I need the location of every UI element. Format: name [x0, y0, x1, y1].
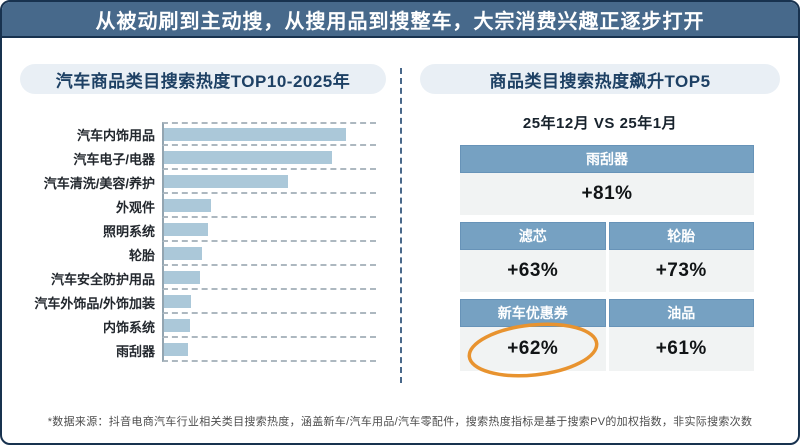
- top5-row: 滤芯 轮胎 +63% +73%: [460, 222, 754, 292]
- chart-row: 汽车安全防护用品: [20, 266, 376, 290]
- chart-row: 汽车电子/电器: [20, 146, 376, 170]
- chart-category-label: 汽车内饰用品: [76, 127, 155, 143]
- chart-category-label: 照明系统: [102, 223, 155, 239]
- chart-bar-cell: [162, 314, 376, 338]
- chart-bar-cell: [162, 146, 376, 170]
- chart-bar: [164, 294, 192, 308]
- chart-row: 照明系统: [20, 218, 376, 242]
- chart-row: 汽车外饰品/外饰加装: [20, 290, 376, 314]
- top5-row: 新车优惠券 油品 +62% +61%: [460, 299, 754, 378]
- chart-bar: [164, 174, 288, 188]
- chart-bar-cell: [162, 194, 376, 218]
- chart-bar: [164, 270, 201, 284]
- chart-bar-cell: [162, 242, 376, 266]
- chart-category-label: 汽车安全防护用品: [50, 271, 155, 287]
- top5-value-cell: +73%: [608, 250, 754, 292]
- chart-row: 汽车清洗/美容/养护: [20, 170, 376, 194]
- chart-row: 汽车内饰用品: [20, 122, 376, 146]
- chart-category-label: 汽车电子/电器: [73, 151, 155, 167]
- chart-bar-cell: [162, 218, 376, 242]
- top10-bar-chart: 汽车内饰用品 汽车电子/电器汽车清洗/美容/养护外观件照明系统轮胎汽车安全防护用品…: [20, 122, 376, 362]
- chart-bar: [164, 222, 208, 236]
- chart-bar-cell: [162, 338, 376, 362]
- chart-bar: [164, 198, 212, 212]
- chart-category-label: 轮胎: [128, 247, 155, 263]
- chart-bar-cell: [162, 170, 376, 194]
- chart-bar: [164, 318, 190, 332]
- top5-header-row: 新车优惠券 油品: [460, 299, 754, 327]
- left-panel-title-text: 汽车商品类目搜索热度TOP10-2025年: [55, 71, 351, 91]
- panel-divider: [400, 68, 402, 383]
- chart-bar-cell: [162, 266, 376, 290]
- chart-row: 内饰系统: [20, 314, 376, 338]
- top5-category-cell: 油品: [608, 299, 754, 327]
- top5-value-row: +81%: [460, 173, 754, 215]
- top5-category-cell: 轮胎: [608, 222, 754, 250]
- right-panel: 商品类目搜索热度飙升TOP5 25年12月 VS 25年1月 雨刮器 +81% 滤芯…: [402, 64, 798, 407]
- chart-category-label: 外观件: [115, 199, 155, 215]
- top5-value-row: +62% +61%: [460, 322, 754, 378]
- chart-bar-cell: [162, 122, 376, 146]
- chart-category-label: 雨刮器: [115, 343, 155, 359]
- chart-row: 轮胎: [20, 242, 376, 266]
- chart-bar-cell: [162, 290, 376, 314]
- top5-table: 雨刮器 +81% 滤芯 轮胎 +63% +73% 新车优惠券 油品 +62% +61%: [460, 145, 754, 378]
- chart-category-label: 汽车清洗/美容/养护: [43, 175, 155, 191]
- banner-title: 从被动刷到主动搜，从搜用品到搜整车，大宗消费兴趣正逐步打开: [95, 10, 705, 33]
- left-panel: 汽车商品类目搜索热度TOP10-2025年 汽车内饰用品 汽车电子/电器汽车清洗/…: [2, 64, 400, 407]
- top5-value-cell: +62%: [460, 322, 606, 378]
- top5-header-row: 雨刮器: [460, 145, 754, 173]
- chart-row: 雨刮器: [20, 338, 376, 362]
- chart-bar: [164, 127, 347, 141]
- chart-bar: [164, 246, 203, 260]
- top5-row: 雨刮器 +81%: [460, 145, 754, 215]
- chart-bar: [164, 342, 188, 356]
- footnote: *数据来源：抖音电商汽车行业相关类目搜索热度，涵盖新车/汽车用品/汽车零配件，搜…: [47, 416, 753, 428]
- left-panel-title: 汽车商品类目搜索热度TOP10-2025年: [20, 64, 386, 94]
- top5-value-cell: +81%: [460, 173, 754, 215]
- top5-header-row: 滤芯 轮胎: [460, 222, 754, 250]
- chart-row: 外观件: [20, 194, 376, 218]
- chart-category-label: 汽车外饰品/外饰加装: [34, 295, 155, 311]
- comparison-subtitle: 25年12月 VS 25年1月: [522, 115, 678, 132]
- top5-category-cell: 雨刮器: [460, 145, 754, 173]
- banner: 从被动刷到主动搜，从搜用品到搜整车，大宗消费兴趣正逐步打开: [2, 2, 798, 38]
- content-area: 汽车商品类目搜索热度TOP10-2025年 汽车内饰用品 汽车电子/电器汽车清洗/…: [2, 38, 798, 407]
- top5-value-cell: +61%: [608, 327, 754, 371]
- top5-value-cell: +63%: [460, 250, 606, 292]
- top5-category-cell: 滤芯: [460, 222, 606, 250]
- chart-category-label: 内饰系统: [102, 319, 155, 335]
- top5-category-cell: 新车优惠券: [460, 299, 606, 327]
- top5-value-row: +63% +73%: [460, 250, 754, 292]
- right-panel-title: 商品类目搜索热度飙升TOP5: [420, 64, 780, 94]
- right-panel-title-text: 商品类目搜索热度飙升TOP5: [489, 71, 711, 91]
- chart-bar: [164, 150, 332, 164]
